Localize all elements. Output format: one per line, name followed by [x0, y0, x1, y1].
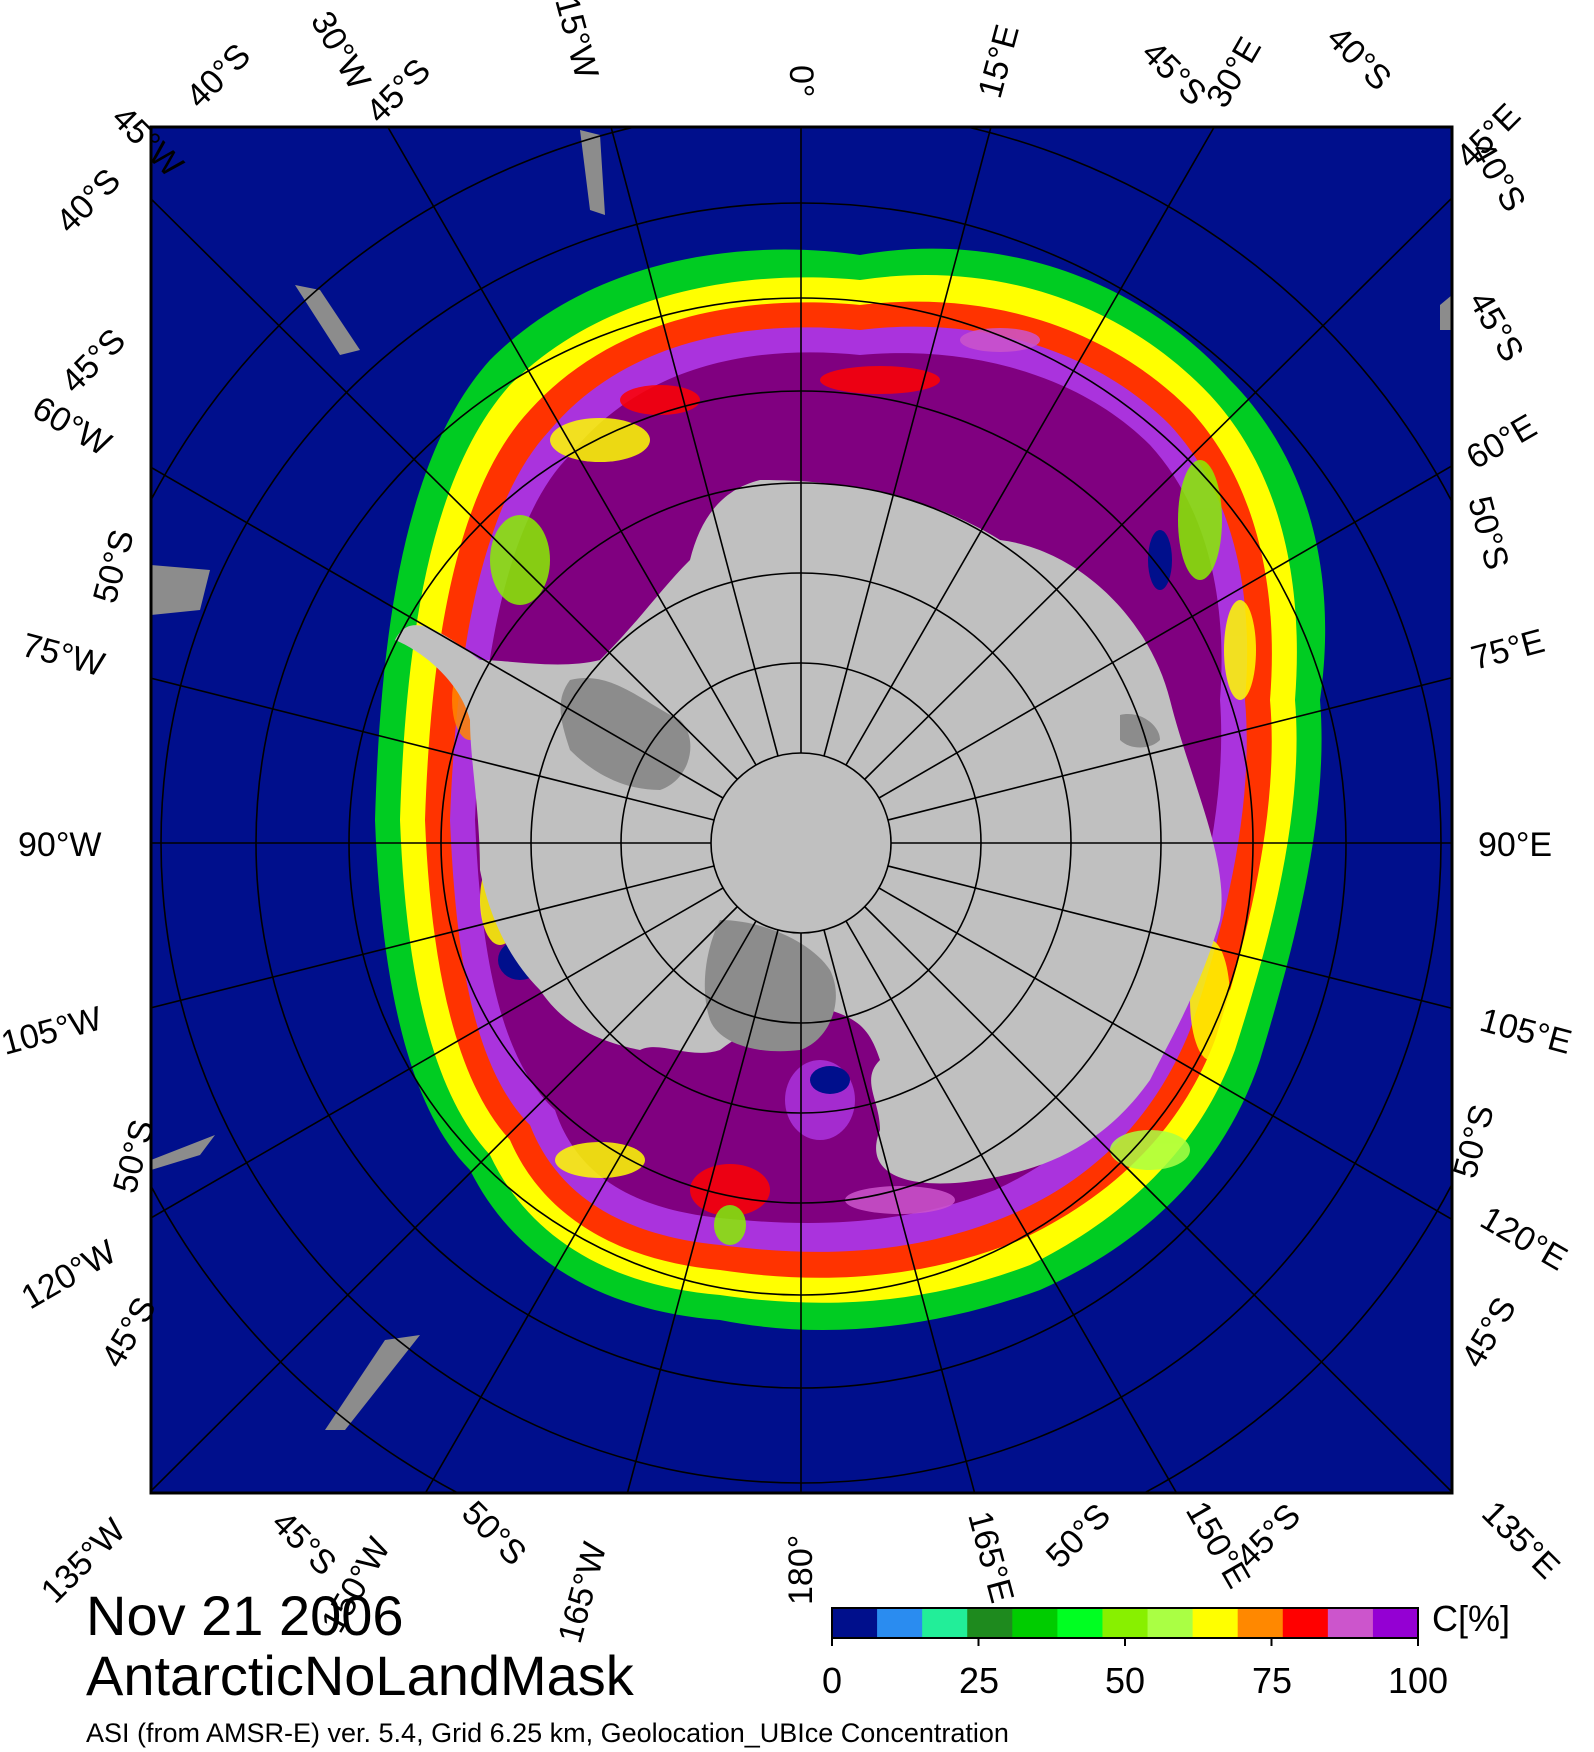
- axis-label: 40°S: [1319, 19, 1398, 98]
- axis-label: 50°S: [86, 526, 142, 607]
- axis-label: 45°S: [1134, 34, 1213, 113]
- footer-caption: ASI (from AMSR-E) ver. 5.4, Grid 6.25 km…: [86, 1718, 1009, 1749]
- axis-label: 120°E: [1474, 1199, 1574, 1278]
- amery-ice-shelf: [1120, 714, 1160, 748]
- colorbar-swatch: [1057, 1608, 1103, 1638]
- axis-label: 40°S: [49, 161, 128, 240]
- axis-label: 15°W: [547, 0, 605, 83]
- axis-label: 50°S: [1039, 1496, 1118, 1575]
- axis-label: 45°S: [54, 321, 133, 400]
- island: [325, 1335, 420, 1430]
- axis-label: 30°W: [303, 5, 378, 96]
- axis-label: 45°S: [264, 1504, 343, 1583]
- island: [151, 565, 210, 615]
- colorbar-swatch: [1012, 1608, 1058, 1638]
- axis-label: 75°W: [18, 626, 109, 684]
- colorbar-swatch: [1192, 1608, 1239, 1638]
- colorbar-swatch: [1237, 1608, 1284, 1638]
- axis-label: 165°E: [960, 1507, 1021, 1607]
- region-title: AntarcticNoLandMask: [86, 1644, 634, 1707]
- open-water: [1148, 530, 1172, 590]
- axis-label: 50°S: [1460, 492, 1516, 573]
- axis-label: 30°E: [1199, 31, 1269, 114]
- colorbar: [831, 1607, 1419, 1646]
- axis-label: 90°E: [1478, 826, 1552, 864]
- island: [1440, 295, 1452, 330]
- axis-label: 105°E: [1476, 1001, 1576, 1062]
- axis-label: 45°S: [1461, 285, 1531, 368]
- colorbar-swatch: [1102, 1608, 1149, 1638]
- axis-label: 180°: [782, 1535, 820, 1605]
- axis-label: 15°E: [971, 21, 1027, 102]
- axis-label: 40°S: [1463, 135, 1533, 218]
- colorbar-swatch: [967, 1608, 1013, 1638]
- colorbar-swatch: [1282, 1608, 1329, 1638]
- axis-label: 165°W: [551, 1538, 614, 1647]
- axis-label: 90°W: [18, 826, 102, 864]
- ronne-filchner-ice-shelf: [560, 678, 691, 790]
- date-title: Nov 21 2006: [86, 1584, 404, 1647]
- axis-label: 120°W: [15, 1233, 123, 1317]
- colorbar-tick: 100: [1387, 1660, 1449, 1701]
- colorbar-swatch: [832, 1608, 878, 1638]
- colorbar-tick: 25: [958, 1660, 1000, 1701]
- colorbar-swatch: [1147, 1608, 1194, 1638]
- open-water: [810, 1066, 850, 1094]
- axis-label: 135°E: [1474, 1494, 1567, 1587]
- colorbar-unit: C[%]: [1432, 1598, 1511, 1639]
- axis-label: 45°S: [1454, 1291, 1524, 1374]
- axis-label: 50°S: [454, 1494, 533, 1573]
- left-labels: 40°S 45°S 60°W 50°S 75°W 90°W 105°W 50°S…: [0, 161, 164, 1374]
- map-frame: [149, 125, 1454, 1495]
- axis-label: 75°E: [1467, 622, 1548, 678]
- colorbar-swatch: [877, 1608, 923, 1638]
- colorbar-tick: 50: [1104, 1660, 1146, 1701]
- colorbar-swatch: [1372, 1608, 1419, 1638]
- axis-label: 0°: [782, 65, 820, 98]
- axis-label: 40°S: [179, 36, 258, 115]
- axis-label: 60°W: [26, 389, 117, 464]
- island: [151, 1135, 215, 1170]
- axis-label: 105°W: [0, 1000, 106, 1063]
- colorbar-tick: 75: [1251, 1660, 1293, 1701]
- island: [295, 285, 360, 355]
- colorbar-swatch: [922, 1608, 968, 1638]
- island: [580, 130, 605, 215]
- colorbar-swatch: [1327, 1608, 1374, 1638]
- axis-label: 60°E: [1460, 407, 1543, 477]
- meridians: [151, 127, 1452, 1493]
- product-text: Ice Concentration: [797, 1718, 1009, 1748]
- source-text: ASI (from AMSR-E) ver. 5.4, Grid 6.25 km…: [86, 1718, 798, 1748]
- axis-label: 50°S: [1446, 1101, 1502, 1182]
- right-labels: 40°S 45°S 60°E 50°S 75°E 90°E 105°E 50°S…: [1446, 135, 1576, 1374]
- colorbar-tick: 0: [821, 1660, 843, 1701]
